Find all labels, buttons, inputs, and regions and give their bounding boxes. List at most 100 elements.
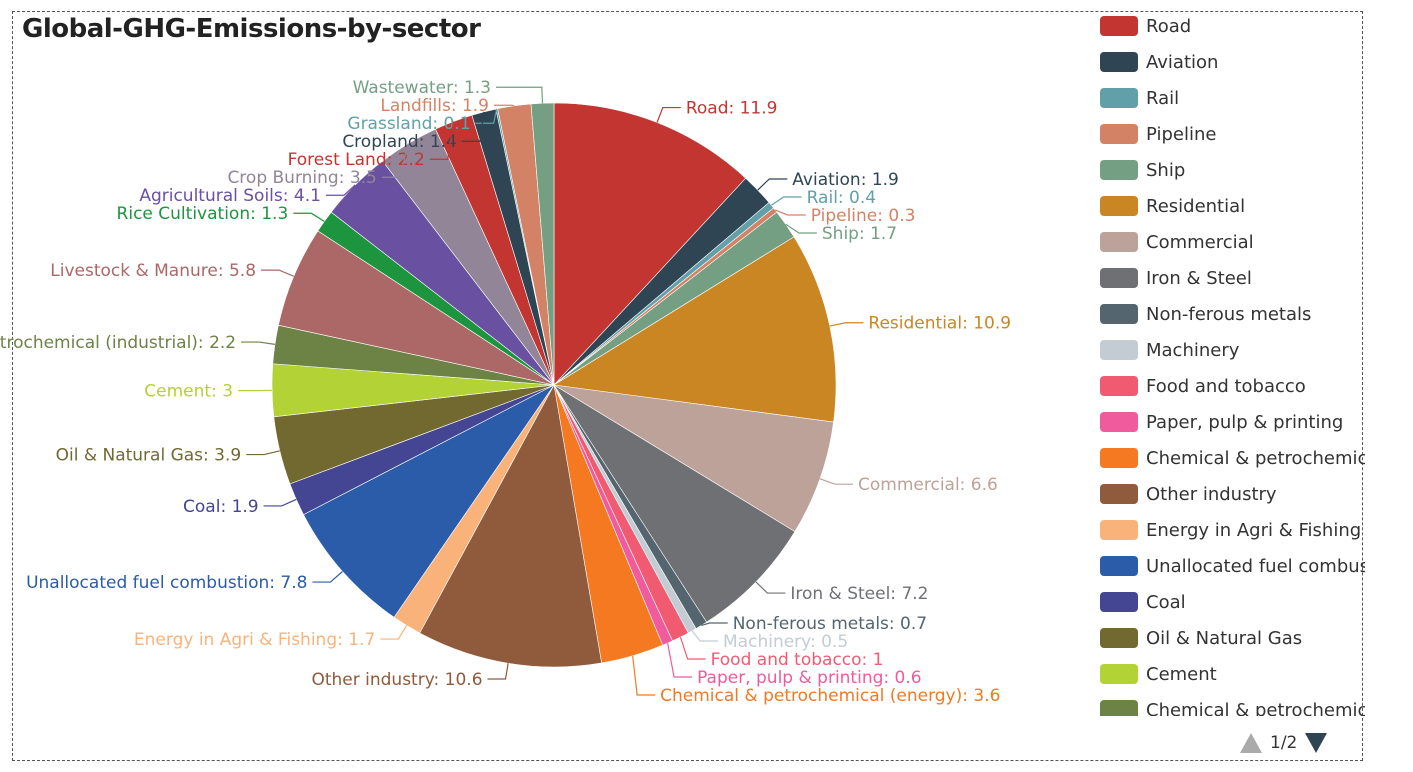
pie-slice-other-industry[interactable]	[419, 384, 602, 668]
label-line-energy-in-agri-fishing	[380, 625, 408, 640]
legend-swatch-non-ferous-metals	[1100, 304, 1138, 324]
legend-item-aviation[interactable]: Aviation	[1100, 50, 1218, 74]
legend-label-other-industry: Other industry	[1146, 483, 1277, 505]
label-line-crop-burning	[381, 143, 409, 178]
legend-swatch-iron-steel	[1100, 268, 1138, 288]
data-label-food-and-tobacco: Food and tobacco: 1	[711, 650, 884, 670]
legend-swatch-paper-pulp-printing	[1100, 412, 1138, 432]
data-label-landfills: Landfills: 1.9	[380, 96, 489, 116]
label-line-residential	[829, 322, 864, 327]
pie-slice-unallocated-fuel-combustion[interactable]	[303, 384, 555, 618]
legend-label-non-ferous-metals: Non-ferous metals	[1146, 303, 1312, 325]
label-line-landfills	[494, 104, 515, 107]
data-label-non-ferous-metals: Non-ferous metals: 0.7	[733, 614, 927, 634]
data-label-aviation: Aviation: 1.9	[792, 170, 899, 190]
legend-swatch-oil-natural-gas	[1100, 628, 1138, 648]
label-line-grassland	[475, 108, 498, 124]
data-label-road: Road: 11.9	[686, 99, 778, 119]
label-line-paper-pulp-printing	[667, 642, 693, 678]
data-label-rice-cultivation: Rice Cultivation: 1.3	[117, 204, 289, 224]
legend-label-cement: Cement	[1146, 663, 1217, 685]
legend-swatch-road	[1100, 16, 1138, 36]
legend-item-unallocated-fuel-combustion[interactable]: Unallocated fuel combustion	[1100, 554, 1365, 578]
legend-label-food-and-tobacco: Food and tobacco	[1146, 375, 1306, 397]
label-line-rail	[770, 196, 802, 206]
label-line-chemical-petrochemical-energy	[632, 655, 656, 696]
legend-item-energy-in-agri-fishing[interactable]: Energy in Agri & Fishing	[1100, 518, 1361, 542]
legend-item-ship[interactable]: Ship	[1100, 158, 1185, 182]
data-label-rail: Rail: 0.4	[807, 188, 876, 208]
legend-label-chemical-petrochemical-industrial: Chemical & petrochemical (industrial)	[1146, 699, 1365, 717]
legend-label-oil-natural-gas: Oil & Natural Gas	[1146, 627, 1303, 649]
legend-swatch-coal	[1100, 592, 1138, 612]
data-label-grassland: Grassland: 0.1	[347, 114, 470, 134]
data-label-ship: Ship: 1.7	[822, 224, 897, 244]
legend-swatch-chemical-petrochemical-industrial	[1100, 700, 1138, 716]
legend-swatch-chemical-petrochemical-energy	[1100, 448, 1138, 468]
legend-item-road[interactable]: Road	[1100, 14, 1191, 38]
legend-item-chemical-petrochemical-energy[interactable]: Chemical & petrochemical (energy)	[1100, 446, 1365, 470]
legend-item-paper-pulp-printing[interactable]: Paper, pulp & printing	[1100, 410, 1343, 434]
legend-label-machinery: Machinery	[1146, 339, 1240, 361]
data-label-unallocated-fuel-combustion: Unallocated fuel combustion: 7.8	[26, 573, 307, 593]
legend-swatch-other-industry	[1100, 484, 1138, 504]
data-label-wastewater: Wastewater: 1.3	[353, 78, 491, 98]
legend: Road Aviation Rail Pipeline Ship Residential C…	[1100, 14, 1365, 716]
label-line-other-industry	[487, 663, 509, 680]
legend-label-chemical-petrochemical-energy: Chemical & petrochemical (energy)	[1146, 447, 1365, 469]
legend-label-commercial: Commercial	[1146, 231, 1254, 253]
data-label-iron-steel: Iron & Steel: 7.2	[790, 584, 928, 604]
legend-item-food-and-tobacco[interactable]: Food and tobacco	[1100, 374, 1306, 398]
legend-item-rail[interactable]: Rail	[1100, 86, 1179, 110]
legend-item-residential[interactable]: Residential	[1100, 194, 1245, 218]
chart-title: Global-GHG-Emissions-by-sector	[22, 14, 481, 44]
label-line-unallocated-fuel-combustion	[312, 571, 343, 583]
data-label-paper-pulp-printing: Paper, pulp & printing: 0.6	[697, 668, 922, 688]
legend-item-oil-natural-gas[interactable]: Oil & Natural Gas	[1100, 626, 1302, 650]
legend-item-pipeline[interactable]: Pipeline	[1100, 122, 1216, 146]
chart-frame	[12, 11, 1363, 761]
data-label-cropland: Cropland: 1.4	[342, 132, 457, 152]
data-label-machinery: Machinery: 0.5	[723, 632, 848, 652]
legend-label-pipeline: Pipeline	[1146, 123, 1217, 145]
legend-label-iron-steel: Iron & Steel	[1146, 267, 1252, 289]
label-line-pipeline	[774, 209, 806, 216]
legend-swatch-rail	[1100, 88, 1138, 108]
data-label-cement: Cement: 3	[144, 382, 233, 402]
legend-item-iron-steel[interactable]: Iron & Steel	[1100, 266, 1252, 290]
legend-label-ship: Ship	[1146, 159, 1186, 181]
label-line-machinery	[691, 630, 719, 642]
label-line-chemical-petrochemical-industrial	[241, 341, 276, 345]
legend-item-coal[interactable]: Coal	[1100, 590, 1186, 614]
label-line-oil-natural-gas	[246, 450, 280, 456]
data-label-commercial: Commercial: 6.6	[858, 475, 998, 495]
data-label-residential: Residential: 10.9	[868, 314, 1011, 334]
legend-next-page-icon[interactable]	[1305, 733, 1328, 753]
label-line-ship	[785, 223, 817, 234]
legend-prev-page-icon[interactable]	[1240, 733, 1262, 753]
data-label-energy-in-agri-fishing: Energy in Agri & Fishing: 1.7	[134, 630, 375, 650]
data-label-oil-natural-gas: Oil & Natural Gas: 3.9	[56, 446, 242, 466]
pie-slice-commercial[interactable]	[553, 384, 834, 533]
pie-slice-residential[interactable]	[553, 236, 837, 423]
label-line-road	[656, 106, 681, 123]
legend-page-indicator: 1/2	[1270, 733, 1298, 753]
legend-label-road: Road	[1146, 15, 1192, 37]
legend-item-chemical-petrochemical-industrial[interactable]: Chemical & petrochemical (industrial)	[1100, 698, 1365, 716]
legend-item-machinery[interactable]: Machinery	[1100, 338, 1239, 362]
data-label-coal: Coal: 1.9	[183, 497, 259, 517]
legend-swatch-pipeline	[1100, 124, 1138, 144]
label-line-cropland	[461, 111, 485, 142]
legend-item-cement[interactable]: Cement	[1100, 662, 1217, 686]
data-label-chemical-petrochemical-industrial: Chemical & petrochemical (industrial): 2…	[0, 333, 236, 353]
legend-item-other-industry[interactable]: Other industry	[1100, 482, 1277, 506]
legend-item-commercial[interactable]: Commercial	[1100, 230, 1254, 254]
legend-item-non-ferous-metals[interactable]: Non-ferous metals	[1100, 302, 1311, 326]
legend-pager: 1/2	[1240, 730, 1328, 756]
label-line-non-ferous-metals	[701, 622, 728, 627]
label-line-wastewater	[496, 86, 544, 104]
pie-slice-iron-steel[interactable]	[553, 384, 796, 623]
data-label-forest-land: Forest Land: 2.2	[288, 150, 425, 170]
data-label-crop-burning: Crop Burning: 3.5	[227, 168, 376, 188]
